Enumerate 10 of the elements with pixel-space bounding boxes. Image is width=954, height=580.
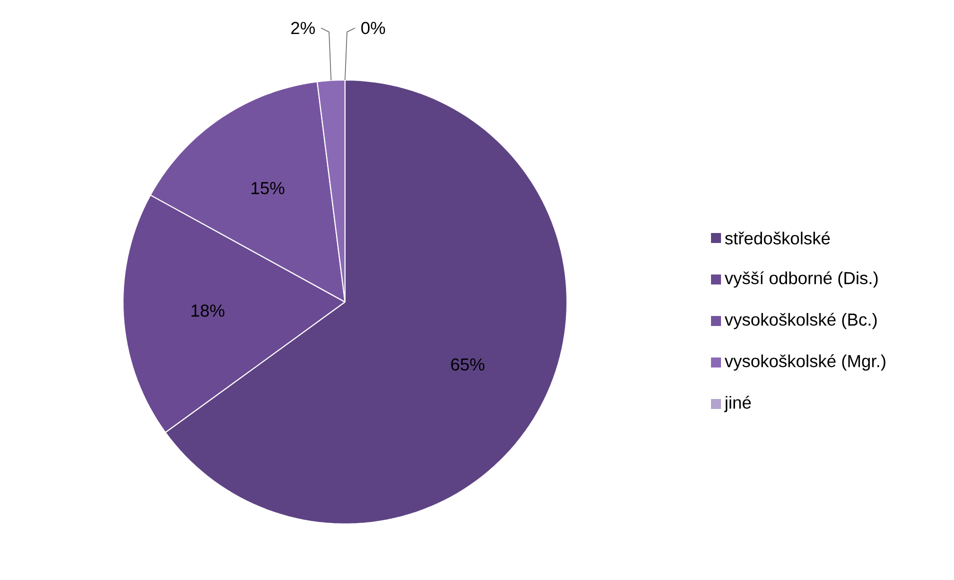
data-label: 18% xyxy=(192,304,224,317)
data-label: 65% xyxy=(451,358,484,371)
text: 0% xyxy=(361,22,386,34)
legend-label: jiné xyxy=(724,396,751,412)
legend-label: vysokoškolské (Bc.) xyxy=(724,312,877,330)
legend-label: středoškolské xyxy=(725,232,830,244)
data-label: 2% xyxy=(291,22,315,34)
data-label: 15% xyxy=(252,182,284,194)
legend-label: vysokoškolské (Mgr.) xyxy=(724,354,886,371)
legend-label: vyšší odborné (Dis.) xyxy=(724,271,878,288)
